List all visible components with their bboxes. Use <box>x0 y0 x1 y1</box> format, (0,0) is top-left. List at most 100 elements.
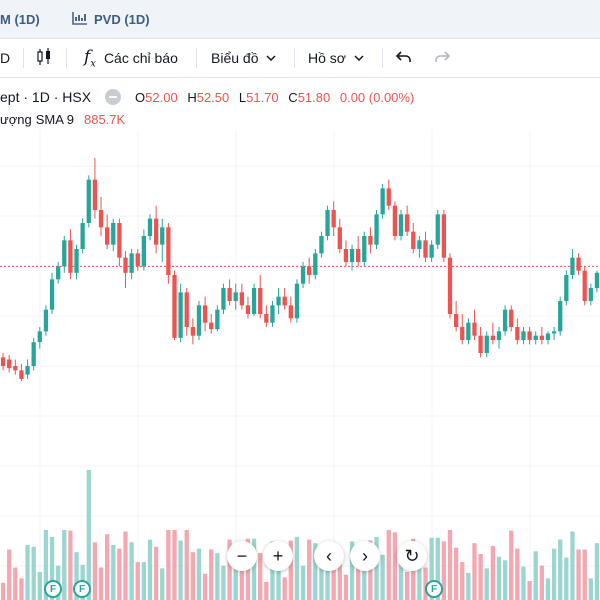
volume-bar <box>172 530 177 600</box>
high-value: 52.50 <box>196 89 230 105</box>
candle-body <box>37 331 42 343</box>
candle-body <box>411 231 416 249</box>
candle-body <box>349 249 355 262</box>
volume-bar <box>135 562 140 600</box>
candle-body <box>325 210 330 236</box>
volume-bar <box>307 539 312 600</box>
candle-body <box>233 292 238 301</box>
candle-body <box>356 249 361 262</box>
candle-body <box>209 322 214 330</box>
reset-chart-button[interactable]: ↻ <box>397 541 427 571</box>
volume-bar <box>356 555 361 600</box>
indicators-button[interactable]: fx Các chỉ báo <box>84 39 178 77</box>
dividend-badge[interactable]: F <box>44 580 62 598</box>
volume-bar <box>92 542 98 600</box>
candle-body <box>80 223 85 249</box>
candle-body <box>0 357 6 366</box>
volume-bar <box>392 532 398 600</box>
candle-body <box>25 366 30 375</box>
volume-bar <box>515 548 520 600</box>
candle-body <box>490 335 495 340</box>
candle-body <box>533 335 538 340</box>
candle-body <box>380 188 385 215</box>
chart-controls: − + ‹ › ↻ <box>0 541 600 571</box>
candle-body <box>276 296 281 306</box>
candle-body <box>484 335 489 353</box>
sma-label: SMA 9 <box>35 111 74 127</box>
profile-menu-button[interactable]: Hồ sơ <box>308 39 364 77</box>
ohlc-values: O52.00 H52.50 L51.70 C51.80 0.00 (0.00%) <box>135 90 420 105</box>
volume-bar <box>190 552 195 600</box>
dividend-badge[interactable]: F <box>425 580 443 598</box>
candle-body <box>509 309 514 327</box>
volume-bar <box>166 530 171 600</box>
volume-bar <box>74 552 79 600</box>
volume-bar <box>0 582 6 600</box>
candle-body <box>539 335 544 340</box>
tab-symbol-1[interactable]: M (1D) <box>0 0 40 38</box>
candle-body <box>337 227 342 249</box>
collapse-legend-button[interactable] <box>105 89 122 105</box>
candle-body <box>515 327 520 340</box>
fx-icon: fx <box>84 46 96 70</box>
volume-bar <box>105 534 110 600</box>
candle-body <box>564 275 569 301</box>
candle-body <box>374 214 379 245</box>
divider <box>382 48 383 68</box>
volume-bar <box>300 565 306 600</box>
candle-body <box>405 214 410 232</box>
volume-bar <box>441 541 447 600</box>
divider <box>23 48 24 68</box>
volume-bar <box>380 554 385 600</box>
candle-body <box>429 244 434 258</box>
undo-button[interactable] <box>395 39 412 77</box>
volume-bar <box>227 539 232 600</box>
candle-body <box>423 240 428 258</box>
volume-bar <box>551 548 557 600</box>
candle-body <box>521 331 526 340</box>
tab-label: M (1D) <box>0 11 40 27</box>
volume-bar <box>294 536 300 600</box>
volume-legend: ượng SMA 9 885.7K <box>0 110 125 128</box>
candle-body <box>62 240 67 267</box>
scroll-right-button[interactable]: › <box>350 541 380 571</box>
candle-body <box>307 266 312 275</box>
indicators-label: Các chỉ báo <box>103 50 178 66</box>
chart-type-button[interactable] <box>36 39 52 77</box>
volume-bar <box>539 565 544 600</box>
scroll-left-button[interactable]: ‹ <box>314 541 344 571</box>
candle-body <box>313 253 318 275</box>
volume-bar <box>62 530 67 600</box>
volume-bar <box>215 553 220 600</box>
candle-body <box>19 370 24 379</box>
volume-bar <box>429 537 434 600</box>
candle-body <box>478 335 483 353</box>
tab-add-area[interactable] <box>555 0 600 38</box>
dividend-badge[interactable]: F <box>73 580 91 598</box>
price-chart[interactable] <box>0 130 600 600</box>
volume-bar <box>98 567 104 600</box>
candle-body <box>202 305 208 323</box>
volume-bar <box>405 572 410 600</box>
chevron-left-icon: ‹ <box>326 545 332 566</box>
redo-button[interactable] <box>434 39 451 77</box>
volume-bar <box>368 540 373 600</box>
candle-body <box>117 223 122 258</box>
volume-bar <box>582 549 587 600</box>
zoom-out-button[interactable]: − <box>227 541 257 571</box>
candle-body <box>527 331 532 340</box>
candle-body <box>570 257 575 275</box>
tab-pvd[interactable]: PVD (1D) <box>72 0 150 38</box>
open-value: 52.00 <box>145 89 178 105</box>
chart-menu-button[interactable]: Biểu đồ <box>211 39 277 77</box>
candle-body <box>105 227 110 245</box>
volume-bar <box>153 546 159 600</box>
volume-bar <box>472 543 477 600</box>
interval-button[interactable]: D <box>0 39 10 77</box>
candle-body <box>245 305 251 314</box>
candle-body <box>331 210 336 228</box>
volume-bar <box>545 578 551 600</box>
candle-body <box>147 218 153 236</box>
zoom-in-button[interactable]: + <box>263 541 293 571</box>
volume-bar <box>558 539 563 600</box>
